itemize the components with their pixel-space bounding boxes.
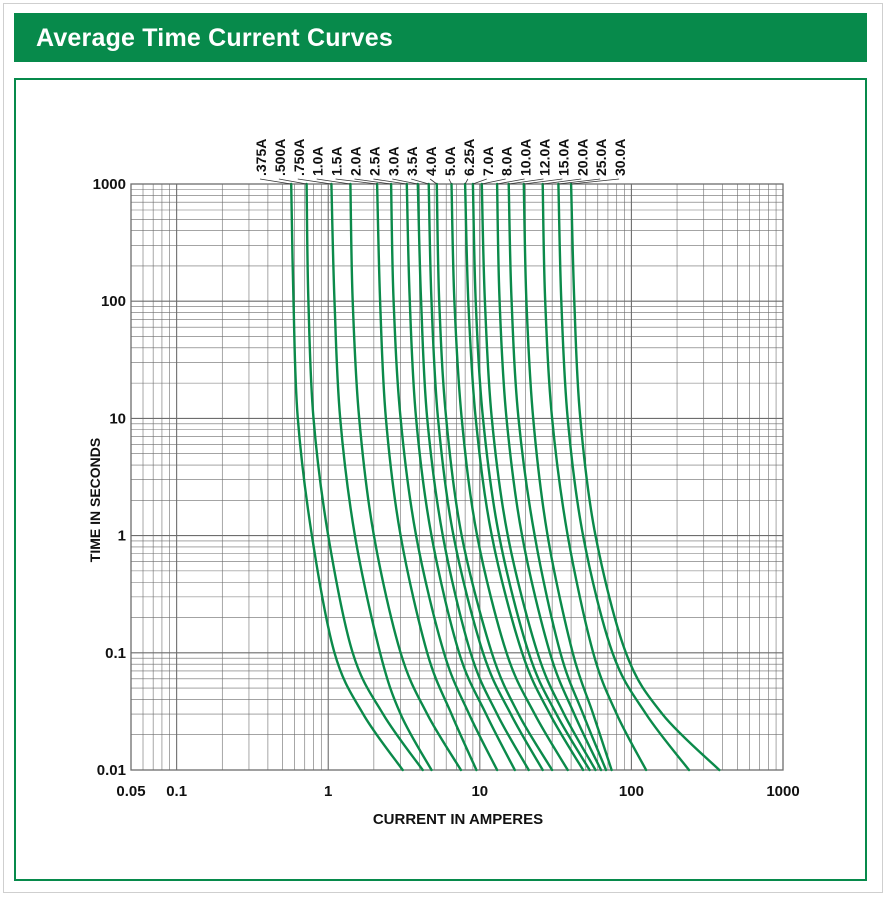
curve-25-0AA (557, 182, 691, 772)
curve-3-0AA (416, 182, 530, 772)
curve-3-5AA (427, 182, 544, 772)
curve-1-0AA (349, 182, 463, 772)
x-tick-label: 0.05 (116, 783, 145, 800)
curve-label-leader (373, 178, 407, 185)
chart-grid (130, 183, 784, 771)
curve-label-leader (448, 178, 452, 185)
curve-label: 3.0A (385, 146, 401, 176)
curve-label-leader (497, 178, 525, 185)
x-tick-label: 0.1 (166, 783, 187, 800)
curve-5-0AA (450, 182, 569, 772)
curve-12-0AA (507, 182, 608, 772)
curve-10-0AA (495, 182, 603, 772)
curve-8-0AA (480, 182, 597, 772)
y-tick-label: 1000 (93, 176, 126, 193)
curve-label-leader (297, 178, 332, 185)
page-frame (3, 3, 883, 893)
y-axis-label: TIME IN SECONDS (87, 438, 103, 562)
curve-label: 6.25A (461, 139, 477, 176)
curve-label-leader (542, 178, 582, 185)
curve-label: 30.0A (612, 139, 628, 176)
chart-curves (290, 182, 721, 772)
curve-label: 12.0A (537, 139, 553, 176)
curve-label-leader (523, 178, 563, 185)
curve-1-5AA (375, 182, 478, 772)
curve-label: .500A (272, 139, 288, 176)
curve-20-0AA (541, 182, 648, 772)
curve-label-leader (481, 178, 506, 185)
curve-2-0AA (389, 182, 499, 772)
curve-label: 7.0A (480, 146, 496, 176)
curve-15-0AA (522, 182, 613, 772)
chart-panel (14, 78, 867, 881)
y-tick-label: 100 (101, 293, 126, 310)
curve-label-leader (472, 178, 487, 185)
curve--750AA (330, 182, 433, 772)
curve-label: 8.0A (499, 146, 515, 176)
curve-label-leader (411, 178, 429, 185)
y-tick-label: 1 (118, 528, 126, 545)
curve-label: 3.5A (404, 146, 420, 176)
chart-ticks: 0.05 0.1 1 10 100 1000 0.01 0.1 1 10 100 1000 (93, 176, 800, 800)
header-bar: Average Time Current Curves (14, 13, 867, 62)
curve-label: 1.5A (329, 146, 345, 176)
curve-label: 10.0A (518, 139, 534, 176)
curve-label: .750A (291, 139, 307, 176)
curve-label-leader (392, 178, 418, 185)
curve-2-5AA (405, 182, 516, 772)
curve-label-leader (278, 178, 307, 185)
x-axis-label: CURRENT IN AMPERES (373, 811, 543, 828)
curve-labels: .375A .500A .750A 1.0A 1.5A 2.0A 2.5A 3.0A 3.5A 4… (253, 139, 628, 185)
y-tick-label: 10 (109, 410, 126, 427)
curve-label: 20.0A (574, 139, 590, 176)
page-title: Average Time Current Curves (36, 24, 393, 52)
curve--375AA (290, 182, 404, 772)
x-tick-label: 1000 (766, 783, 799, 800)
curve-label-leader (259, 178, 292, 185)
plot-border (130, 183, 784, 771)
curve-7-0AA (471, 182, 591, 772)
curve-label-leader (335, 178, 378, 185)
curve-label: 2.0A (348, 146, 364, 176)
curve-30-0AA (569, 182, 721, 772)
curve--500AA (305, 182, 424, 772)
curve-label: 15.0A (555, 139, 571, 176)
y-tick-label: 0.1 (105, 645, 126, 662)
curve-label: 1.0A (310, 146, 326, 176)
curve-label-leader (571, 178, 620, 185)
curve-label: 2.5A (366, 146, 382, 176)
curve-label-leader (508, 178, 544, 185)
curve-label-leader (429, 178, 438, 185)
curve-label-leader (354, 178, 392, 185)
curve-label-leader (464, 178, 469, 185)
y-tick-label: 0.01 (97, 762, 126, 779)
curve-label: 5.0A (442, 146, 458, 176)
curve-label-leader (558, 178, 601, 185)
x-tick-label: 1 (324, 783, 332, 800)
curve-label: 25.0A (593, 139, 609, 176)
curve-label: 4.0A (423, 146, 439, 176)
x-tick-label: 100 (619, 783, 644, 800)
x-tick-label: 10 (471, 783, 488, 800)
curve-4-0AA (435, 182, 554, 772)
curve-6-25AA (463, 182, 585, 772)
curve-label: .375A (253, 139, 269, 176)
curve-label-leader (316, 178, 351, 185)
